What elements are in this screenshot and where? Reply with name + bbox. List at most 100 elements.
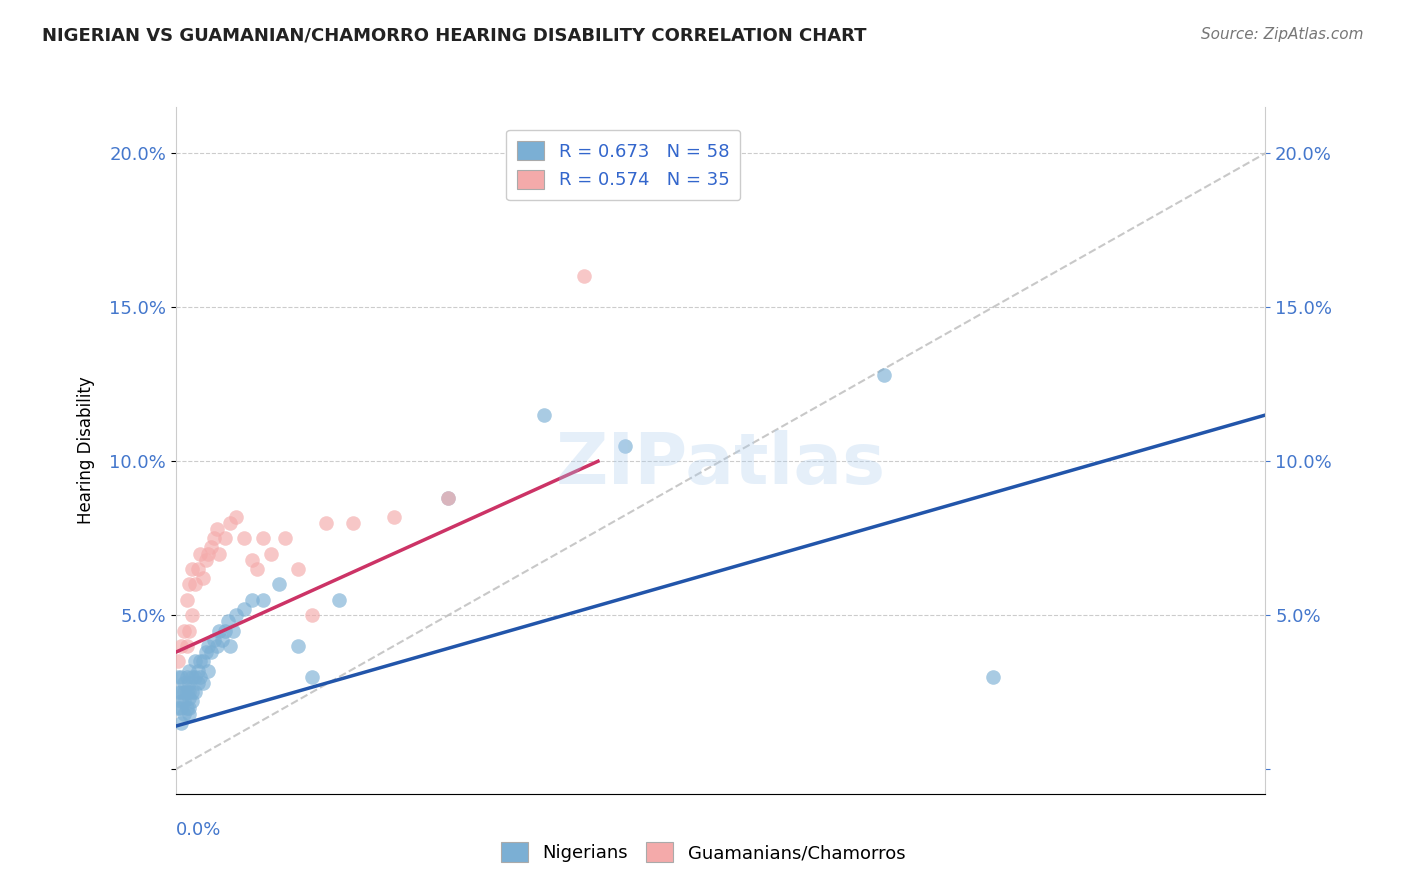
Text: NIGERIAN VS GUAMANIAN/CHAMORRO HEARING DISABILITY CORRELATION CHART: NIGERIAN VS GUAMANIAN/CHAMORRO HEARING D…	[42, 27, 866, 45]
Point	[214, 531, 236, 545]
Point	[191, 676, 214, 690]
Point	[191, 655, 214, 669]
Point	[342, 516, 364, 530]
Point	[179, 700, 201, 714]
Point	[181, 562, 204, 576]
Point	[232, 602, 254, 616]
Point	[170, 700, 193, 714]
Point	[170, 716, 193, 731]
Point	[287, 639, 309, 653]
Point	[260, 547, 283, 561]
Point	[179, 706, 201, 721]
Point	[184, 685, 207, 699]
Point	[219, 639, 242, 653]
Point	[208, 547, 231, 561]
Point	[176, 639, 198, 653]
Point	[173, 676, 195, 690]
Point	[176, 592, 198, 607]
Point	[186, 676, 209, 690]
Point	[222, 624, 245, 638]
Point	[170, 685, 193, 699]
Point	[188, 547, 211, 561]
Point	[173, 706, 195, 721]
Point	[167, 685, 190, 699]
Point	[184, 577, 207, 591]
Point	[437, 491, 460, 506]
Legend: Nigerians, Guamanians/Chamorros: Nigerians, Guamanians/Chamorros	[494, 835, 912, 870]
Point	[181, 694, 204, 708]
Point	[614, 439, 637, 453]
Point	[188, 655, 211, 669]
Point	[197, 547, 219, 561]
Point	[981, 670, 1004, 684]
Point	[181, 685, 204, 699]
Point	[205, 639, 228, 653]
Point	[181, 608, 204, 623]
Text: 0.0%: 0.0%	[176, 822, 221, 839]
Point	[301, 670, 323, 684]
Point	[170, 670, 193, 684]
Point	[252, 531, 274, 545]
Point	[873, 368, 896, 382]
Point	[170, 639, 193, 653]
Point	[179, 664, 201, 678]
Point	[533, 408, 555, 422]
Point	[179, 624, 201, 638]
Point	[202, 632, 225, 647]
Point	[197, 639, 219, 653]
Point	[301, 608, 323, 623]
Point	[232, 531, 254, 545]
Point	[173, 624, 195, 638]
Point	[211, 632, 233, 647]
Point	[186, 664, 209, 678]
Point	[328, 592, 350, 607]
Point	[437, 491, 460, 506]
Point	[200, 645, 222, 659]
Point	[225, 608, 247, 623]
Point	[287, 562, 309, 576]
Point	[202, 531, 225, 545]
Point	[186, 562, 209, 576]
Point	[197, 664, 219, 678]
Point	[382, 509, 405, 524]
Point	[269, 577, 291, 591]
Point	[184, 655, 207, 669]
Point	[176, 670, 198, 684]
Point	[179, 691, 201, 706]
Point	[179, 676, 201, 690]
Point	[315, 516, 337, 530]
Point	[240, 553, 263, 567]
Point	[176, 700, 198, 714]
Point	[167, 700, 190, 714]
Point	[219, 516, 242, 530]
Point	[208, 624, 231, 638]
Point	[179, 685, 201, 699]
Text: ZIPatlas: ZIPatlas	[555, 430, 886, 499]
Point	[194, 553, 217, 567]
Legend: R = 0.673   N = 58, R = 0.574   N = 35: R = 0.673 N = 58, R = 0.574 N = 35	[506, 130, 740, 201]
Point	[167, 655, 190, 669]
Point	[176, 685, 198, 699]
Point	[240, 592, 263, 607]
Point	[200, 541, 222, 555]
Y-axis label: Hearing Disability: Hearing Disability	[77, 376, 96, 524]
Point	[194, 645, 217, 659]
Point	[252, 592, 274, 607]
Text: Source: ZipAtlas.com: Source: ZipAtlas.com	[1201, 27, 1364, 42]
Point	[170, 694, 193, 708]
Point	[181, 670, 204, 684]
Point	[574, 269, 596, 284]
Point	[214, 624, 236, 638]
Point	[191, 571, 214, 585]
Point	[217, 615, 239, 629]
Point	[167, 670, 190, 684]
Point	[188, 670, 211, 684]
Point	[205, 522, 228, 536]
Point	[246, 562, 269, 576]
Point	[274, 531, 297, 545]
Point	[225, 509, 247, 524]
Point	[173, 685, 195, 699]
Point	[173, 694, 195, 708]
Point	[179, 577, 201, 591]
Point	[184, 670, 207, 684]
